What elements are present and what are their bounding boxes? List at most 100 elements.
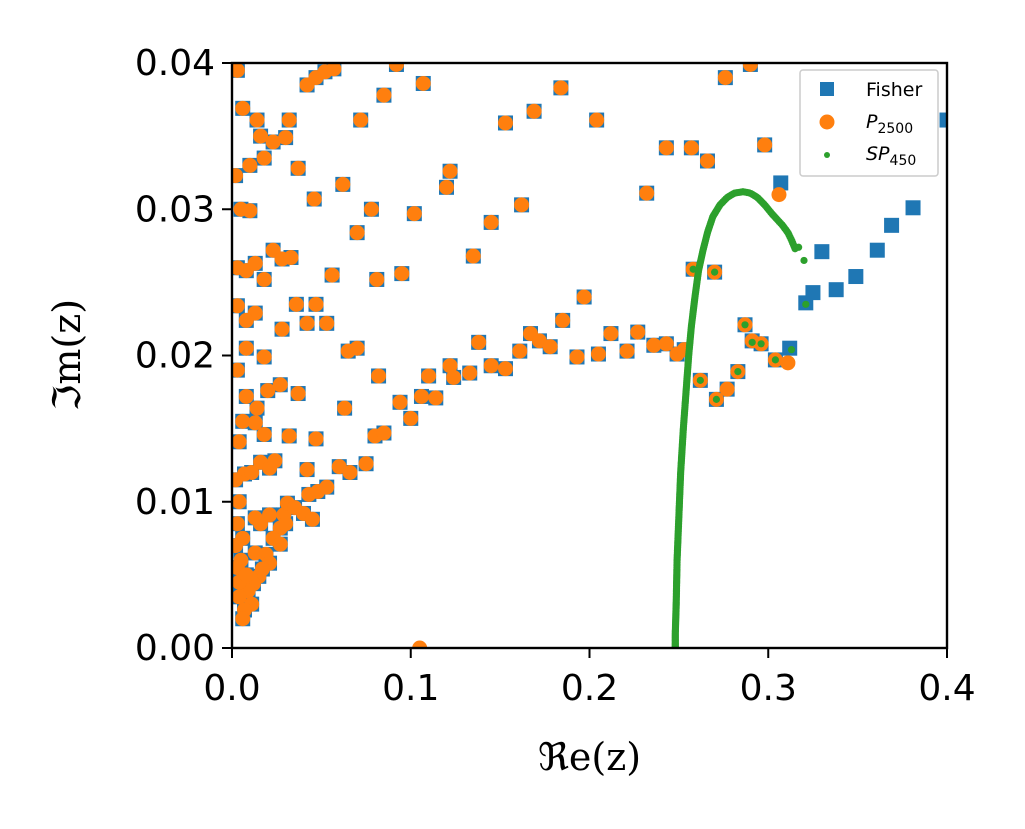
p2500-point [603, 326, 619, 342]
p2500-point [290, 386, 306, 402]
p2500-point [232, 494, 247, 510]
series-sp450 [671, 188, 810, 648]
p2500-point [232, 168, 244, 184]
y-tick-label: 0.01 [135, 482, 215, 523]
p2500-point [319, 479, 335, 495]
p2500-point [247, 415, 263, 431]
p2500-point [278, 130, 294, 146]
p2500-point [274, 321, 290, 337]
p2500-point [299, 315, 315, 331]
p2500-point [256, 150, 272, 166]
p2500-point [304, 511, 320, 527]
p2500-point [619, 343, 635, 359]
p2500-point [589, 112, 605, 128]
p2500-point [247, 255, 263, 271]
y-tick-label: 0.00 [135, 628, 215, 669]
series-p2500 [232, 63, 796, 648]
sp450-point [748, 338, 756, 346]
fisher-point [869, 242, 885, 258]
y-tick-label: 0.02 [135, 336, 215, 377]
legend-p2500-sub: 2500 [877, 121, 913, 137]
p2500-point [232, 298, 245, 314]
p2500-point [247, 510, 263, 526]
p2500-point [256, 426, 272, 442]
legend: Fisher P2500 SP450 [799, 69, 939, 177]
p2500-point [719, 381, 735, 397]
x-tick-label: 0.4 [918, 668, 975, 709]
p2500-point [238, 567, 254, 583]
p2500-point [232, 362, 245, 378]
p2500-point [483, 214, 499, 230]
x-tick-label: 0.1 [382, 668, 439, 709]
legend-p2500-label: P2500 [866, 111, 913, 137]
p2500-point [242, 203, 258, 219]
p2500-point [542, 339, 558, 355]
p2500-point [376, 87, 392, 103]
p2500-point [232, 472, 244, 488]
p2500-point [238, 388, 254, 404]
p2500-point [232, 434, 247, 450]
p2500-point [281, 428, 297, 444]
sp450-point [800, 256, 808, 265]
p2500-point [265, 134, 281, 150]
p2500-point [242, 157, 258, 173]
fisher-point [828, 282, 844, 298]
p2500-point [308, 431, 324, 447]
sp450-point [734, 367, 742, 376]
p2500-point [421, 368, 437, 384]
p2500-point [569, 349, 585, 365]
p2500-point [232, 516, 245, 532]
p2500-point [442, 163, 458, 179]
p2500-point [555, 312, 571, 328]
sp450-point [787, 346, 796, 354]
p2500-point [335, 176, 351, 192]
y-tick-label: 0.03 [135, 189, 215, 230]
p2500-point [717, 70, 733, 86]
p2500-point [342, 465, 358, 480]
p2500-point [267, 453, 283, 469]
fisher-point [905, 200, 921, 216]
p2500-point [483, 358, 499, 374]
p2500-point [256, 349, 272, 365]
x-tick-label: 0.0 [203, 668, 260, 709]
p2500-point [272, 536, 288, 552]
sp450-point [802, 300, 810, 308]
p2500-point [658, 336, 674, 352]
p2500-point [497, 115, 513, 131]
p2500-point [388, 63, 404, 72]
legend-box [799, 69, 939, 177]
p2500-point [413, 388, 429, 404]
p2500-point [353, 112, 369, 128]
legend-p2500-marker [819, 114, 835, 130]
y-axis-label: ℑm(z) [45, 299, 89, 411]
p2500-point [349, 225, 365, 241]
p2500-point [235, 100, 251, 116]
p2500-point [742, 63, 758, 72]
p2500-point [428, 390, 444, 406]
p2500-point [253, 128, 269, 144]
p2500-point [288, 296, 304, 312]
p2500-point [439, 179, 454, 195]
p2500-point [415, 75, 431, 91]
sp450-point [741, 321, 749, 329]
p2500-point [324, 267, 340, 283]
p2500-point [412, 640, 428, 648]
fisher-point [814, 244, 830, 260]
p2500-point [283, 250, 299, 266]
p2500-point [446, 369, 462, 385]
p2500-point [281, 112, 297, 128]
p2500-point [576, 289, 592, 305]
p2500-point [232, 63, 245, 78]
p2500-point [308, 296, 324, 312]
p2500-point [497, 361, 513, 377]
legend-p2500-main: P [866, 111, 878, 133]
p2500-point [232, 589, 247, 605]
p2500-point [646, 337, 662, 353]
sp450-point [712, 395, 721, 403]
p2500-point [254, 561, 270, 577]
p2500-point [442, 358, 458, 374]
p2500-point [757, 137, 773, 153]
legend-sp450-label: SP450 [866, 143, 916, 169]
p2500-point [256, 271, 272, 287]
